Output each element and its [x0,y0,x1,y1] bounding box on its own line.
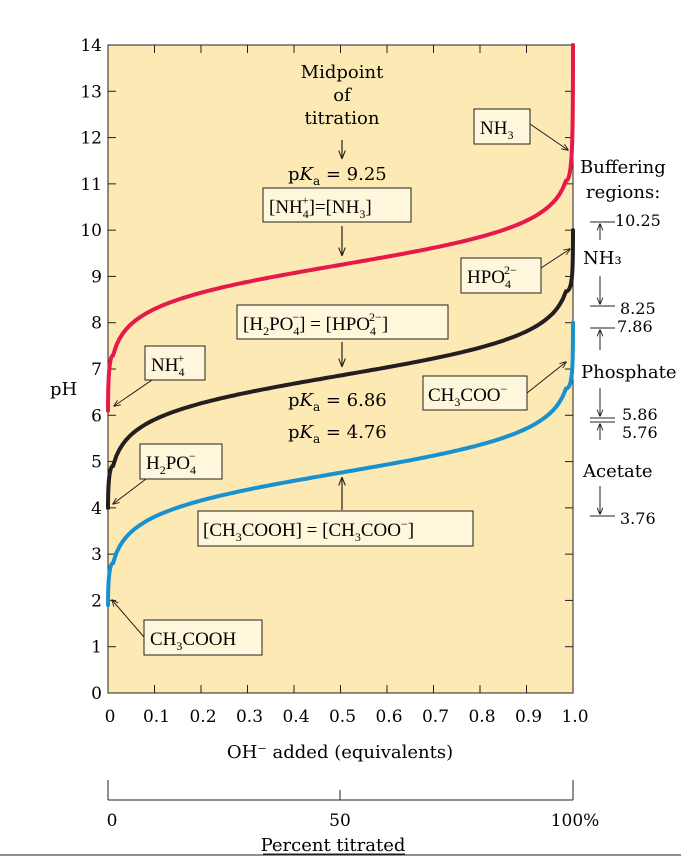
hpo4-species-box: HPO42− [460,257,542,294]
nh3-species-box: NH3 [473,108,531,145]
buffering-regions-panel: Buffering regions: 10.25 NH₃ 8.25 7.86 P… [580,157,677,528]
x-tick-label-4: 0.4 [282,707,309,727]
buffer-value-8-25: 8.25 [620,299,656,318]
ch3coo-species-box: CH3COO− [422,375,528,411]
x-tick-label-1: 0.1 [143,707,170,727]
x-tick-label-6: 0.6 [375,707,402,727]
buffering-title-2: regions: [586,182,660,203]
nh4-equal-nh3-box: [NH4+]=[NH3] [262,187,412,223]
pka-label-acetate: pKa = 4.76 [288,422,387,446]
x-tick-label-7: 0.7 [422,707,449,727]
x-tick-label-2: 0.2 [189,707,216,727]
curve-acetate [106,320,575,608]
x-tick-label-3: 0.3 [236,707,263,727]
percent-axis-label: Percent titrated [261,835,406,856]
nh4-species-box: NH4+ [144,345,206,381]
x-tick-label-10: 1.0 [561,707,588,727]
pka-value-phosphate: 6.86 [347,390,387,411]
buffer-value-7-86: 7.86 [617,317,653,336]
pka-label-nh3: pKa = 9.25 [288,164,387,188]
buffer-value-10-25: 10.25 [615,211,661,230]
buffer-name-acetate: Acetate [582,461,653,482]
buffering-title-1: Buffering [580,157,666,178]
y-tick-label-12: 12 [80,129,102,149]
x-tick-label-9: 0.9 [515,707,542,727]
midpoint-line-1: Midpoint [301,62,384,83]
svg-text:pKa = 9.25: pKa = 9.25 [288,164,387,188]
y-tick-label-3: 3 [91,545,102,565]
x-tick-label-0: 0 [105,707,116,727]
percent-axis: 0 50 100% Percent titrated [107,780,600,856]
svg-text:[CH3COOH] = [CH3COO−]: [CH3COOH] = [CH3COO−] [203,517,414,544]
svg-text:pKa = 6.86: pKa = 6.86 [288,390,387,414]
h2po4-species-box: H2PO4− [139,443,223,480]
x-axis-label: OH⁻ added (equivalents) [227,742,453,763]
svg-text:HPO42−: HPO42− [467,263,517,291]
y-tick-label-8: 8 [91,314,102,334]
curve-ammonia [106,43,575,413]
percent-tick-0: 0 [107,811,118,831]
buffer-value-5-76: 5.76 [622,423,658,442]
svg-text:H2PO4−: H2PO4− [146,449,196,477]
y-tick-label-10: 10 [80,221,102,241]
x-tick-label-5: 0.5 [329,707,356,727]
y-tick-label-13: 13 [80,82,102,102]
y-tick-label-9: 9 [91,267,102,287]
curve-phosphate [106,228,575,510]
buffer-name-nh3: NH₃ [583,248,622,269]
y-tick-label-6: 6 [91,406,102,426]
svg-text:NH4+: NH4+ [151,351,184,379]
svg-text:CH3COOH: CH3COOH [150,629,237,653]
ch3cooh-species-box: CH3COOH [143,619,263,656]
svg-text:CH3COO−: CH3COO− [428,382,508,409]
y-tick-label-4: 4 [91,499,102,519]
pka-label-phosphate: pKa = 6.86 [288,390,387,414]
y-tick-label-11: 11 [80,175,102,195]
ch3cooh-equal-ch3coo-box: [CH3COOH] = [CH3COO−] [197,510,474,547]
h2po4-equal-hpo4-box: [H2PO4−] = [HPO42−] [236,304,449,340]
y-axis-label: pH [50,379,77,400]
x-axis-ticks: 0 0.1 0.2 0.3 0.4 0.5 0.6 0.7 0.8 0.9 1.0 [105,45,589,727]
percent-tick-50: 50 [329,811,351,831]
midpoint-line-2: of [333,85,352,106]
buffer-value-3-76: 3.76 [620,509,656,528]
svg-text:[H2PO4−] = [HPO42−]: [H2PO4−] = [HPO42−] [243,310,388,338]
y-tick-label-0: 0 [91,684,102,704]
pka-value-acetate: 4.76 [347,422,387,443]
svg-text:pKa = 4.76: pKa = 4.76 [288,422,387,446]
x-tick-label-8: 0.8 [468,707,495,727]
y-tick-label-5: 5 [91,453,102,473]
y-tick-label-2: 2 [91,591,102,611]
midpoint-annotation: Midpoint of titration [301,62,384,158]
midpoint-line-3: titration [305,108,380,129]
titration-curves [106,43,575,608]
buffer-value-5-86: 5.86 [622,405,658,424]
buffer-name-phosphate: Phosphate [581,362,677,383]
svg-text:[NH4+]=[NH3]: [NH4+]=[NH3] [269,193,372,221]
y-tick-label-14: 14 [80,36,102,56]
pka-value-nh3: 9.25 [347,164,387,185]
y-tick-label-7: 7 [91,360,102,380]
y-tick-label-1: 1 [91,638,102,658]
percent-tick-100: 100% [551,811,600,831]
